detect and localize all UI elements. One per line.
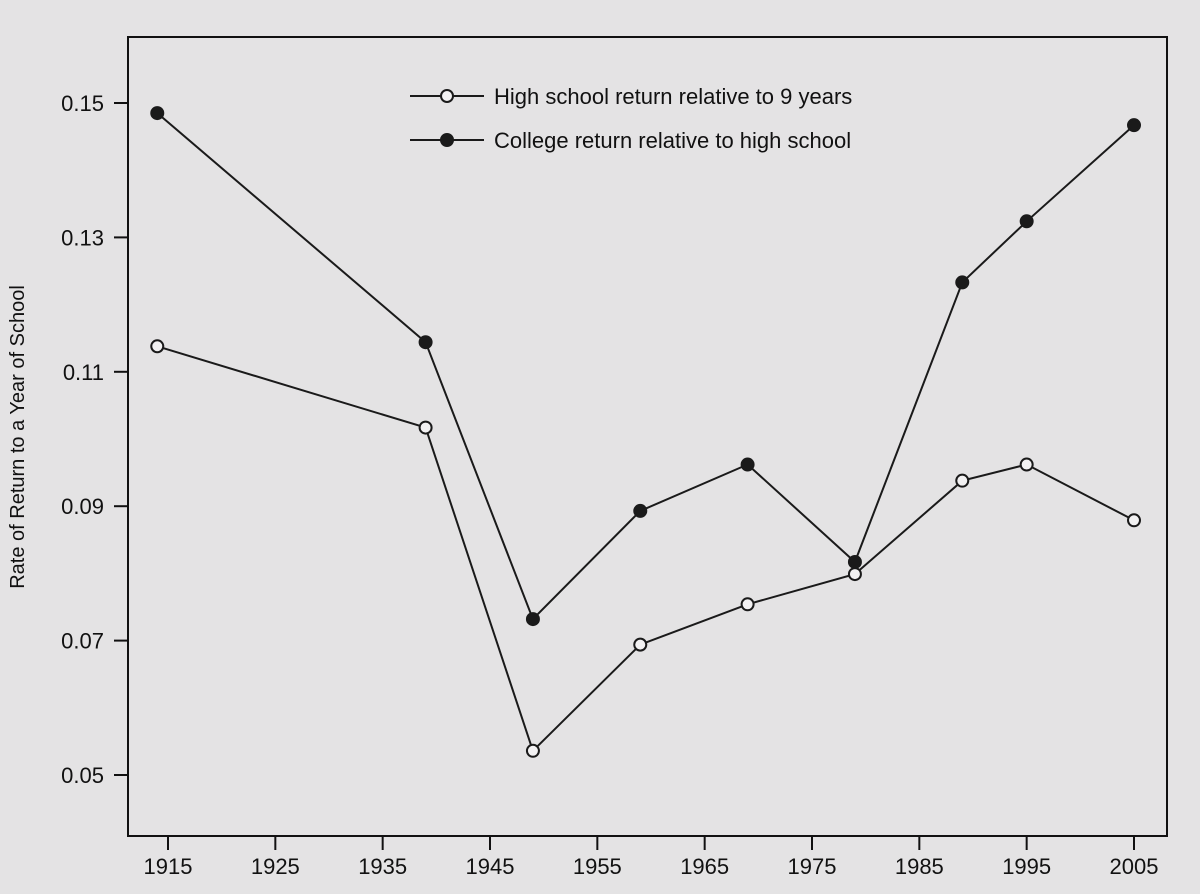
y-tick-label: 0.09	[61, 494, 104, 519]
x-tick-label: 1975	[788, 854, 837, 879]
filled-point	[150, 106, 165, 121]
series-line	[156, 112, 1135, 621]
x-tick-label: 1915	[144, 854, 193, 879]
x-tick-label: 1945	[466, 854, 515, 879]
series-line	[157, 345, 1135, 753]
y-tick-label: 0.15	[61, 91, 104, 116]
filled-point	[418, 335, 433, 350]
legend-marker	[440, 133, 454, 147]
legend-label: College return relative to high school	[494, 128, 851, 153]
filled-point	[955, 275, 970, 290]
legend: High school return relative to 9 years Co…	[410, 84, 852, 153]
open-point	[150, 339, 165, 354]
series-2	[150, 106, 1141, 627]
x-tick-label: 2005	[1110, 854, 1159, 879]
filled-point	[1019, 214, 1034, 229]
y-axis: 0.05 0.07 0.09 0.11 0.13 0.15	[61, 91, 128, 788]
open-point	[418, 420, 433, 435]
y-axis-label: Rate of Return to a Year of School	[7, 285, 29, 589]
filled-point	[525, 612, 540, 627]
legend-item: College return relative to high school	[410, 128, 851, 153]
filled-point	[847, 554, 862, 569]
plot-frame	[127, 36, 1168, 837]
x-tick-label: 1925	[251, 854, 300, 879]
legend-label: High school return relative to 9 years	[494, 84, 852, 109]
open-point	[955, 473, 970, 488]
open-point	[1127, 513, 1141, 528]
legend-marker	[440, 89, 454, 103]
x-tick-label: 1995	[1002, 854, 1051, 879]
y-tick-label: 0.07	[61, 629, 104, 654]
legend-item: High school return relative to 9 years	[410, 84, 852, 109]
filled-point	[1127, 118, 1141, 133]
series-layer	[150, 106, 1141, 758]
x-tick-label: 1935	[358, 854, 407, 879]
y-tick-label: 0.13	[61, 225, 104, 250]
open-point	[740, 597, 755, 612]
filled-point	[633, 503, 648, 518]
y-tick-label: 0.11	[63, 360, 104, 385]
open-point	[525, 743, 540, 758]
x-axis: 1915 1925 1935 1945 1955 1965 1975 1985 1995 2005	[144, 836, 1159, 879]
open-point	[633, 637, 648, 652]
open-point	[1019, 457, 1034, 472]
y-tick-label: 0.05	[61, 763, 104, 788]
filled-point	[740, 457, 755, 472]
x-tick-label: 1955	[573, 854, 622, 879]
open-point	[847, 567, 862, 582]
x-tick-label: 1985	[895, 854, 944, 879]
x-tick-label: 1965	[680, 854, 729, 879]
series-1	[150, 339, 1141, 758]
